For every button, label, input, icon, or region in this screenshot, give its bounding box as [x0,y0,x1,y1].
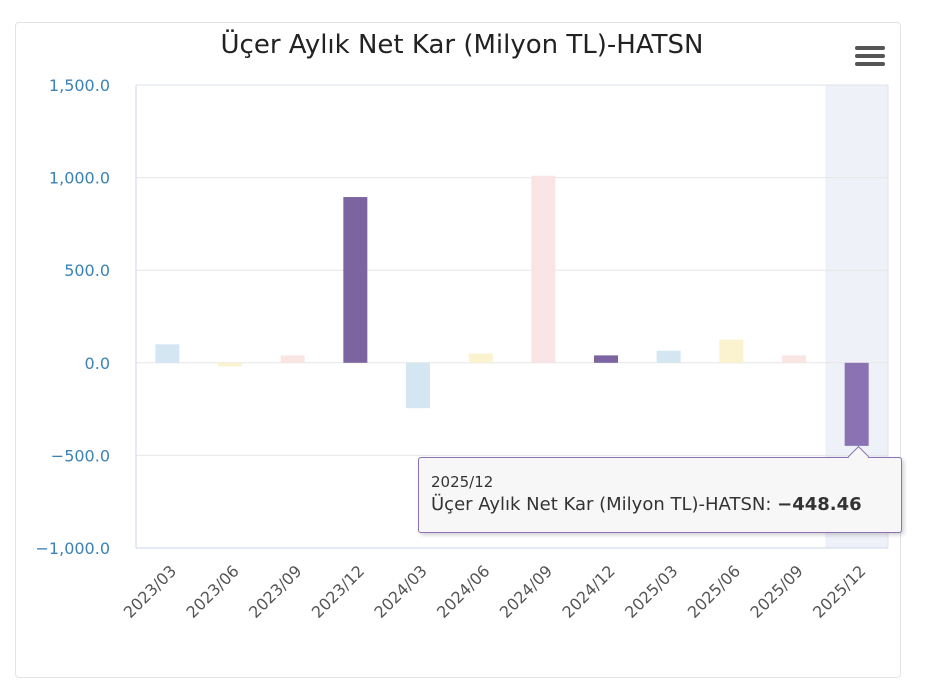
bar [280,355,305,363]
x-tick-label: 2025/09 [746,561,806,621]
x-tick-label: 2024/03 [370,561,430,621]
x-tick-label: 2023/12 [308,561,368,621]
bar [531,175,556,363]
tooltip-value: −448.46 [777,494,862,515]
y-tick-label: 0.0 [85,354,110,373]
x-tick-label: 2025/06 [684,561,744,621]
bar [719,339,744,363]
x-tick-label: 2023/09 [245,561,305,621]
bar [218,362,242,367]
chart-title: Üçer Aylık Net Kar (Milyon TL)-HATSN [220,30,704,60]
x-tick-label: 2023/06 [182,561,242,621]
tooltip-series-label: Üçer Aylık Net Kar (Milyon TL)-HATSN: [431,494,778,515]
bar [468,353,493,363]
y-tick-label: −500.0 [51,446,110,465]
bar [594,355,618,363]
tooltip-category: 2025/12 [431,473,494,491]
bar [343,197,368,363]
x-tick-label: 2024/06 [433,561,493,621]
bar [155,344,180,363]
bar [406,362,430,409]
x-tick-label: 2025/03 [621,561,681,621]
y-tick-label: 1,500.0 [49,76,110,95]
tooltip-line: Üçer Aylık Net Kar (Milyon TL)-HATSN: −4… [431,494,862,515]
tooltip: 2025/12 Üçer Aylık Net Kar (Milyon TL)-H… [418,445,902,533]
bar [844,362,869,446]
hamburger-menu-icon[interactable] [855,46,885,70]
x-tick-label: 2023/03 [120,561,180,621]
bar [656,350,681,363]
y-tick-label: 500.0 [64,261,110,280]
bar [782,355,806,363]
x-tick-label: 2024/12 [558,561,618,621]
y-tick-label: −1,000.0 [36,539,110,558]
x-tick-label: 2025/12 [809,561,869,621]
y-tick-label: 1,000.0 [49,169,110,188]
x-tick-label: 2024/09 [496,561,556,621]
